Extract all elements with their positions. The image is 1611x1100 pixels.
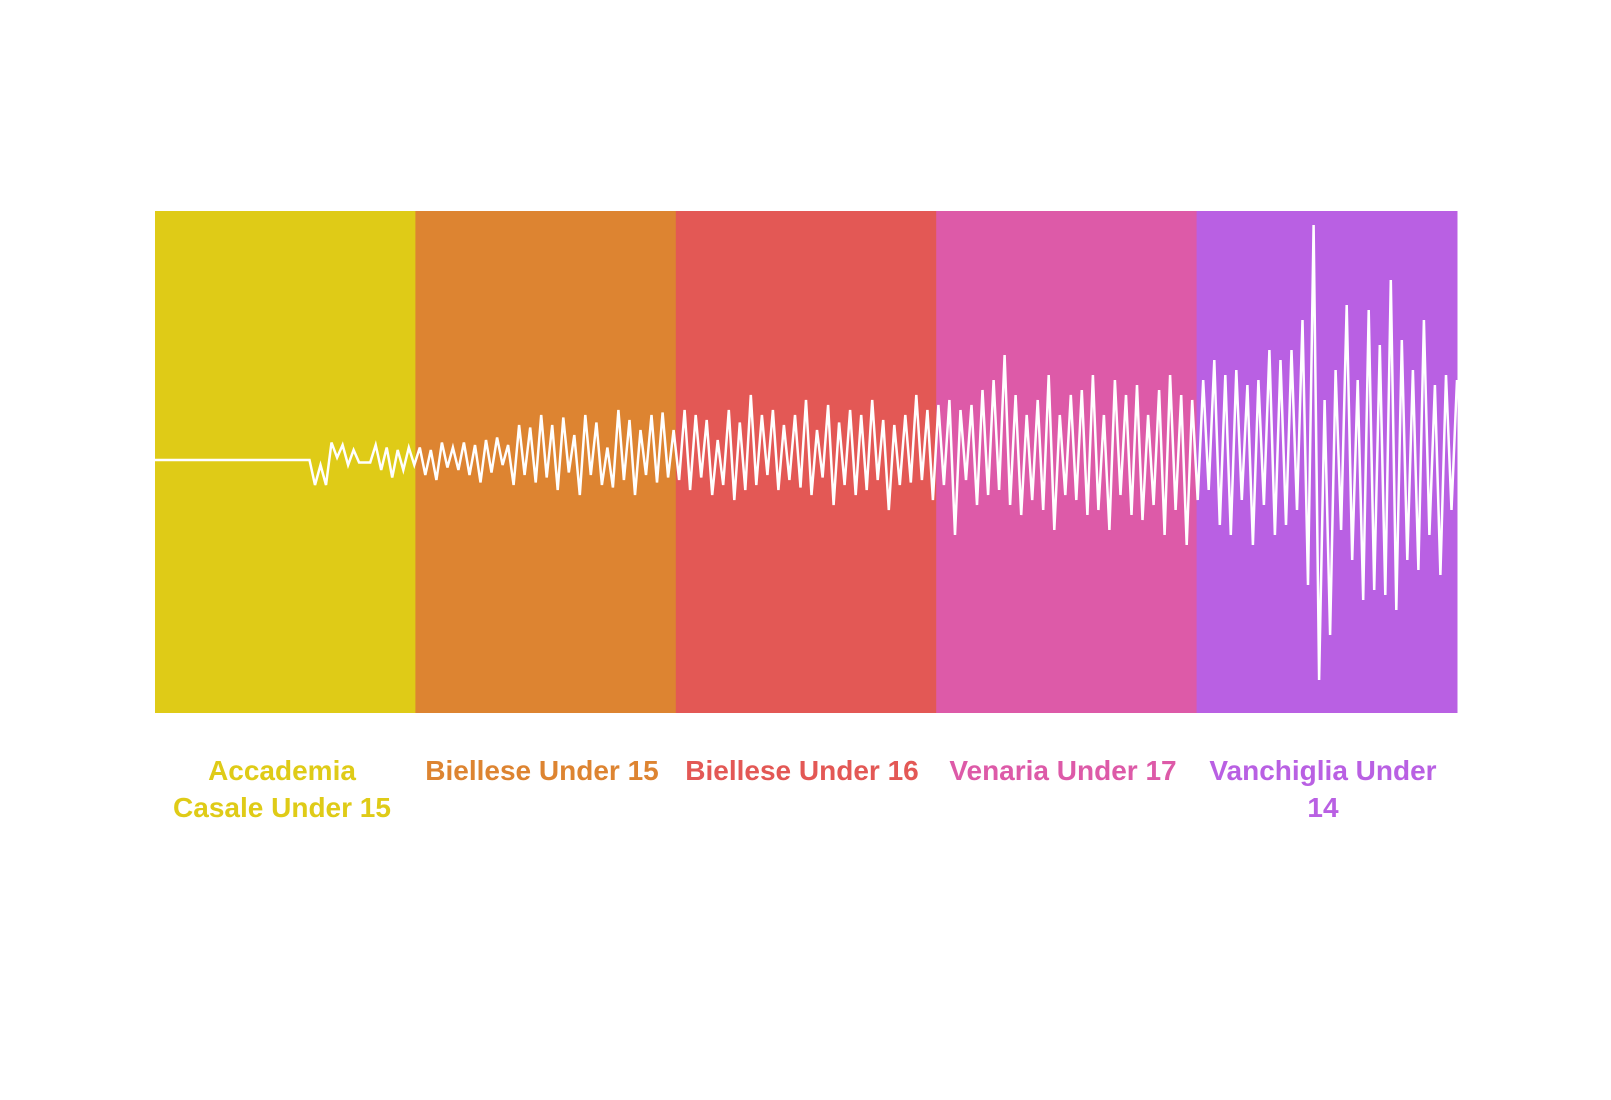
segment-label-biellese-u15: Biellese Under 15 xyxy=(425,755,659,786)
waveform-line xyxy=(155,224,1459,681)
segment-label-venaria-u17: Venaria Under 17 xyxy=(949,755,1177,786)
segment-band xyxy=(155,211,416,713)
segment-label-biellese-u16: Biellese Under 16 xyxy=(685,755,919,786)
segment-label-vanchiglia-u14: Vanchiglia Under 14 xyxy=(1209,755,1437,823)
segment-label-accademia-casale-u15: Accademia Casale Under 15 xyxy=(173,755,391,823)
